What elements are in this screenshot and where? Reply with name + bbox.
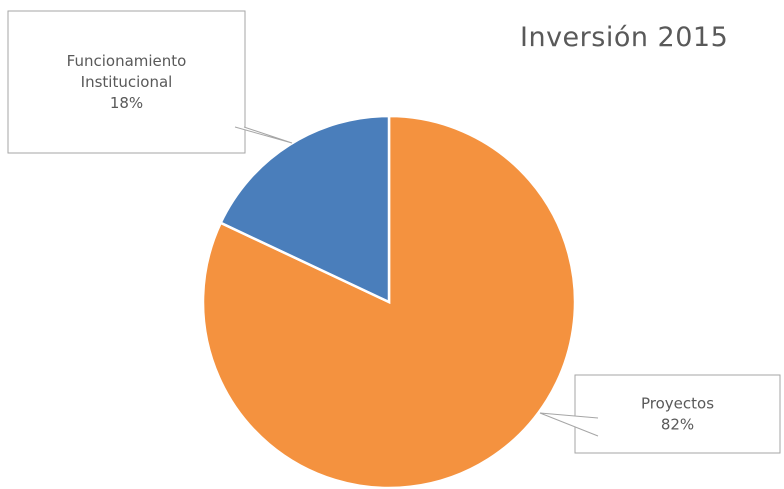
data-label: 18% <box>110 94 143 112</box>
callout-proyectos: Proyectos 82% <box>539 374 781 454</box>
pie-slice-funcionamiento-institucional <box>219 114 391 304</box>
pie-slices <box>201 114 577 489</box>
callout-pointer <box>234 126 293 144</box>
chart-title: Inversión 2015 <box>520 22 729 53</box>
data-label: 82% <box>661 416 694 434</box>
slice-callouts: Proyectos 82% Funcionamiento Institucional 1… <box>7 10 781 454</box>
callout-funcionamiento-institucional: Funcionamiento Institucional 18% <box>7 10 293 154</box>
callout-pointer <box>539 412 599 437</box>
callout-box <box>7 10 246 154</box>
callout-box <box>574 374 781 454</box>
data-label: Funcionamiento <box>67 52 187 70</box>
data-label: Institucional <box>81 73 173 91</box>
data-label: Proyectos <box>641 395 714 413</box>
